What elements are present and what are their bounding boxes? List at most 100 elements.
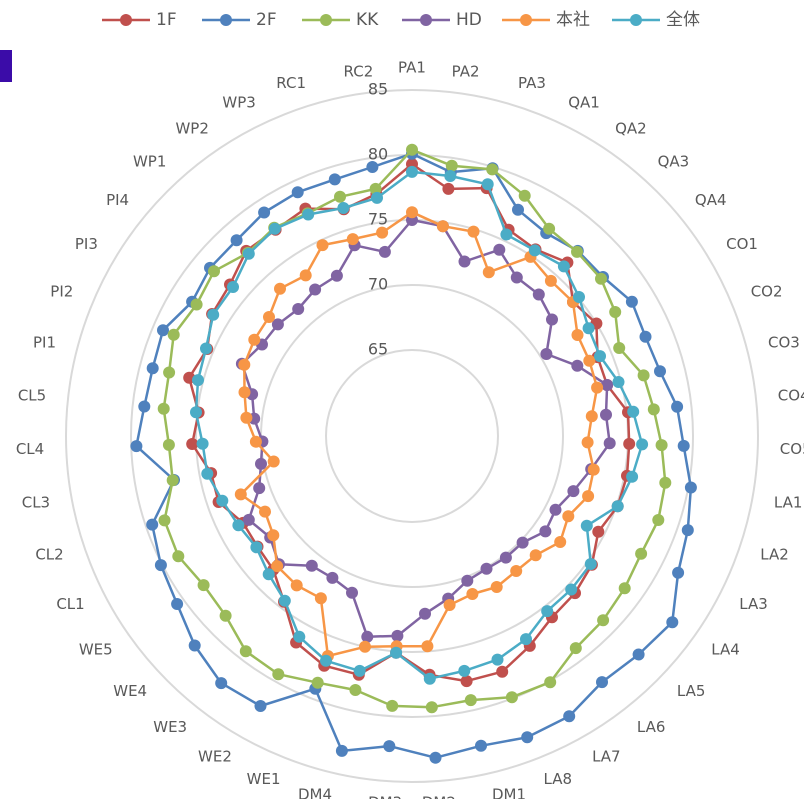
data-point bbox=[557, 260, 570, 273]
data-point bbox=[253, 482, 266, 495]
data-point bbox=[510, 565, 523, 577]
data-point bbox=[250, 541, 263, 554]
category-label: CO5 bbox=[780, 440, 804, 458]
category-label: CL5 bbox=[18, 386, 46, 404]
data-point bbox=[258, 206, 271, 219]
data-point bbox=[130, 440, 143, 453]
data-point bbox=[249, 435, 262, 448]
data-point bbox=[423, 672, 436, 685]
radial-tick-label: 85 bbox=[368, 80, 388, 99]
data-point bbox=[311, 676, 324, 689]
data-point bbox=[268, 222, 281, 235]
category-label: QA4 bbox=[695, 191, 727, 209]
data-point bbox=[267, 455, 280, 468]
data-point bbox=[361, 630, 374, 643]
data-point bbox=[516, 536, 529, 549]
data-point bbox=[157, 402, 170, 415]
data-point bbox=[238, 358, 251, 371]
category-label: PI4 bbox=[106, 191, 129, 209]
data-point bbox=[543, 222, 556, 235]
data-point bbox=[540, 348, 553, 360]
data-point bbox=[429, 751, 442, 764]
data-point bbox=[292, 303, 305, 315]
data-point bbox=[571, 359, 584, 372]
data-point bbox=[272, 668, 285, 681]
data-point bbox=[666, 616, 679, 629]
data-point bbox=[544, 676, 557, 689]
data-point bbox=[359, 640, 371, 653]
data-point bbox=[157, 324, 169, 337]
data-point bbox=[632, 648, 645, 661]
category-label: WE5 bbox=[79, 641, 113, 659]
category-labels: PA1 PA2 PA3 QA1 QA2 QA3 QA4 CO1 CO2 CO3 CO4 CO5 LA1 L… bbox=[16, 59, 804, 799]
data-point bbox=[496, 665, 509, 678]
category-label: CO2 bbox=[751, 283, 783, 301]
legend-label: 2F bbox=[256, 10, 277, 30]
data-point bbox=[445, 159, 458, 172]
category-label: PI3 bbox=[75, 235, 98, 253]
data-point bbox=[406, 143, 418, 156]
data-point bbox=[528, 244, 541, 257]
category-label: DM4 bbox=[298, 786, 332, 799]
radial-tick-labels: 65 70 75 80 85 bbox=[368, 80, 388, 359]
legend-swatch-marker bbox=[120, 14, 132, 26]
data-point bbox=[240, 411, 253, 424]
data-point bbox=[491, 653, 504, 666]
data-point bbox=[197, 579, 210, 592]
data-point bbox=[592, 525, 605, 538]
data-point bbox=[493, 243, 506, 256]
data-point bbox=[490, 581, 503, 593]
corner-mark bbox=[0, 50, 12, 82]
category-label: WE2 bbox=[198, 747, 232, 765]
data-point bbox=[467, 225, 480, 238]
category-label: LA5 bbox=[677, 682, 706, 700]
data-point bbox=[255, 457, 267, 470]
data-point bbox=[626, 470, 639, 483]
data-point bbox=[659, 476, 672, 489]
data-point bbox=[154, 559, 167, 572]
data-point bbox=[163, 366, 176, 379]
data-point bbox=[521, 731, 534, 744]
data-point bbox=[390, 646, 403, 659]
data-point bbox=[596, 676, 608, 689]
data-point bbox=[314, 592, 327, 605]
data-point bbox=[239, 645, 252, 658]
data-point bbox=[458, 664, 471, 677]
category-label: PA1 bbox=[398, 59, 426, 77]
data-point bbox=[316, 239, 329, 252]
data-point bbox=[442, 182, 455, 195]
data-point bbox=[274, 282, 286, 295]
category-label: WP1 bbox=[133, 152, 166, 170]
data-point bbox=[554, 536, 567, 548]
data-point bbox=[234, 488, 247, 501]
category-label: CL1 bbox=[56, 595, 84, 613]
grid-ring bbox=[325, 349, 499, 523]
data-point bbox=[611, 500, 624, 513]
legend-item: KK bbox=[302, 10, 379, 30]
data-point bbox=[378, 245, 391, 258]
data-point bbox=[581, 436, 594, 449]
data-point bbox=[309, 283, 322, 296]
data-point bbox=[585, 410, 598, 423]
radar-grid bbox=[65, 89, 759, 783]
data-point bbox=[635, 547, 648, 560]
radial-tick-label: 70 bbox=[368, 275, 388, 294]
data-point bbox=[562, 510, 575, 523]
data-point bbox=[612, 376, 625, 388]
data-point bbox=[541, 605, 554, 618]
data-point bbox=[172, 550, 185, 563]
data-point bbox=[582, 490, 595, 503]
data-point bbox=[603, 437, 616, 450]
data-point bbox=[171, 598, 184, 610]
legend-swatch-marker bbox=[320, 14, 332, 26]
series-line bbox=[162, 148, 667, 709]
data-point bbox=[425, 701, 438, 714]
data-point bbox=[391, 629, 404, 642]
data-point bbox=[346, 233, 359, 246]
data-point bbox=[636, 438, 649, 451]
data-point bbox=[672, 566, 685, 579]
category-label: LA2 bbox=[760, 545, 789, 563]
data-point bbox=[637, 369, 650, 382]
category-label: LA1 bbox=[774, 493, 803, 511]
category-label: RC2 bbox=[344, 62, 374, 80]
